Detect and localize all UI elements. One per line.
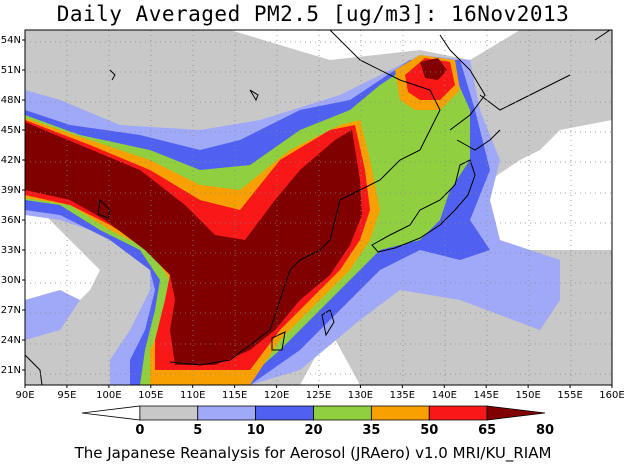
- lon-label: 130E: [348, 390, 373, 401]
- lon-label: 125E: [306, 390, 331, 401]
- colorbar-label: 50: [420, 423, 438, 438]
- lon-label: 145E: [474, 390, 499, 401]
- colorbar-swatch: [370, 405, 430, 421]
- colorbar-label: 65: [478, 423, 496, 438]
- colorbar-swatch: [486, 405, 546, 421]
- lon-label: 160E: [599, 390, 624, 401]
- colorbar-label: 0: [135, 423, 144, 438]
- lon-label: 150E: [515, 390, 540, 401]
- colorbar-label: 5: [193, 423, 202, 438]
- lat-label: 27N: [1, 305, 21, 316]
- colorbar-label: 80: [536, 423, 554, 438]
- latitude-axis: 21N 24N 27N 30N 33N 36N 39N 42N 45N 48N 51N 54N: [1, 35, 25, 376]
- colorbar: 0 5 10 20 35 50 65 80: [81, 405, 554, 438]
- lon-label: 110E: [180, 390, 205, 401]
- page-title: Daily Averaged PM2.5 [ug/m3]: 16Nov2013: [56, 2, 570, 26]
- lon-label: 90E: [15, 390, 34, 401]
- level-80-plus: [25, 58, 447, 365]
- lon-label: 120E: [264, 390, 289, 401]
- footer-credit: The Japanese Reanalysis for Aerosol (JRA…: [74, 444, 552, 462]
- colorbar-swatch: [255, 405, 314, 421]
- colorbar-swatch: [197, 405, 257, 421]
- lon-label: 115E: [222, 390, 247, 401]
- lon-label: 105E: [138, 390, 163, 401]
- lat-label: 54N: [1, 35, 21, 46]
- lon-label: 100E: [96, 390, 121, 401]
- lat-label: 36N: [1, 215, 21, 226]
- lat-label: 45N: [1, 125, 21, 136]
- longitude-axis: 90E 95E 100E 105E 110E 115E 120E 125E 130E 135E 14…: [15, 385, 625, 401]
- map-grid: [25, 30, 612, 385]
- lat-label: 21N: [1, 365, 21, 376]
- colorbar-swatch: [313, 405, 372, 421]
- colorbar-label: 35: [362, 423, 380, 438]
- lat-label: 42N: [1, 155, 21, 166]
- lat-label: 48N: [1, 95, 21, 106]
- lon-label: 140E: [432, 390, 457, 401]
- lat-label: 51N: [1, 65, 21, 76]
- lon-label: 95E: [57, 390, 76, 401]
- lat-label: 39N: [1, 185, 21, 196]
- lat-label: 33N: [1, 245, 21, 256]
- colorbar-swatch: [428, 405, 488, 421]
- colorbar-label: 20: [304, 423, 322, 438]
- colorbar-swatch: [81, 405, 141, 421]
- colorbar-swatch: [139, 405, 199, 421]
- coastlines: [25, 30, 611, 385]
- lon-label: 155E: [557, 390, 582, 401]
- colorbar-label: 10: [247, 423, 265, 438]
- lat-label: 30N: [1, 275, 21, 286]
- lat-label: 24N: [1, 335, 21, 346]
- lon-label: 135E: [390, 390, 415, 401]
